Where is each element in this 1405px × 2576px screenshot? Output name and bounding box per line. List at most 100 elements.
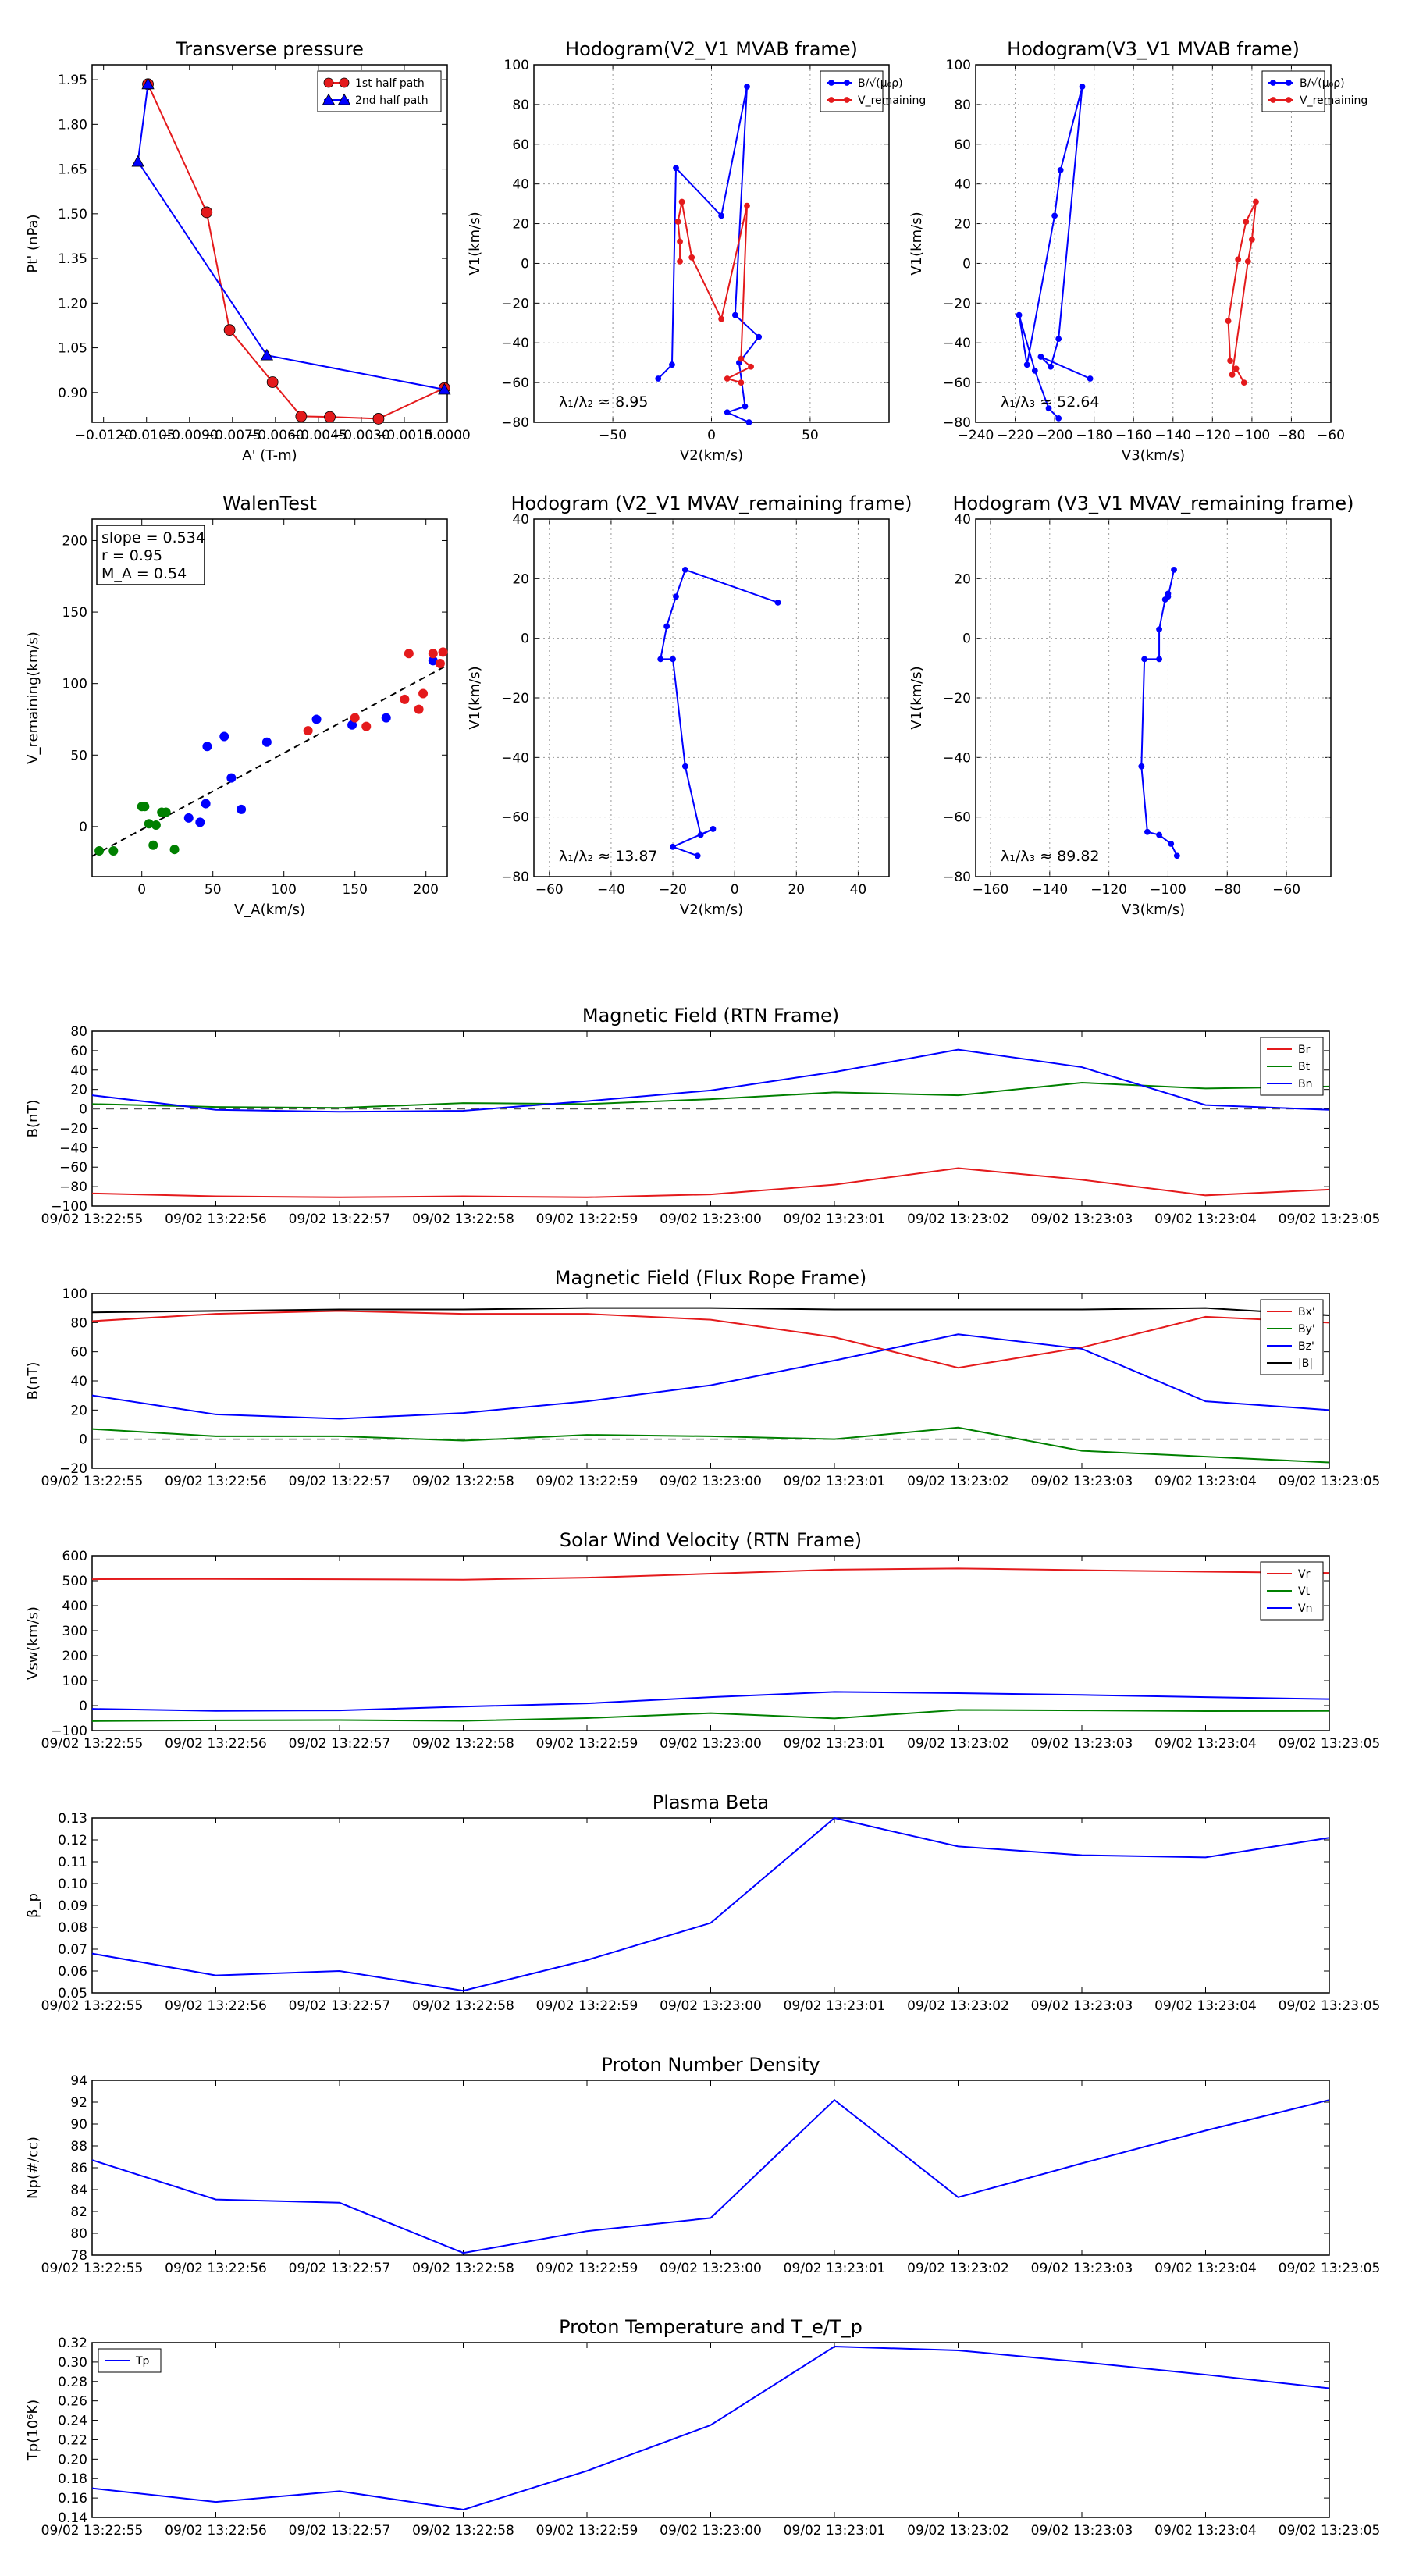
- x-tick-label: −20: [659, 882, 687, 898]
- data-point: [738, 355, 745, 362]
- legend-label: Bz': [1298, 1340, 1314, 1353]
- data-point: [1270, 80, 1276, 86]
- data-point: [1165, 593, 1172, 600]
- scatter-point: [108, 846, 119, 856]
- y-axis-label: Tp(10⁶K): [25, 2400, 41, 2461]
- data-point: [657, 656, 664, 663]
- x-tick-label: 09/02 13:23:05: [1279, 1212, 1381, 1227]
- y-tick-label: −60: [501, 375, 529, 391]
- y-tick-label: 86: [70, 2161, 87, 2176]
- x-axis-label: V3(km/s): [1122, 447, 1185, 464]
- chart-frame: [975, 518, 1332, 877]
- chart-title: Magnetic Field (Flux Rope Frame): [555, 1267, 866, 1289]
- data-point: [323, 77, 334, 88]
- y-tick-label: 60: [512, 137, 529, 153]
- x-tick-label: −60: [1317, 428, 1345, 443]
- x-tick-label: 09/02 13:22:55: [41, 2523, 144, 2539]
- x-tick-label: 09/02 13:23:02: [907, 1998, 1009, 2014]
- y-tick-label: 0.90: [58, 386, 87, 401]
- x-tick-label: 09/02 13:22:57: [289, 2523, 391, 2539]
- stats-box: [96, 525, 205, 585]
- x-tick-label: −160: [973, 882, 1009, 898]
- data-point: [681, 763, 688, 770]
- data-point: [1156, 831, 1162, 838]
- y-tick-label: −80: [59, 1179, 87, 1195]
- y-tick-label: −40: [943, 336, 971, 351]
- y-tick-label: −20: [943, 691, 971, 706]
- series-line: [137, 84, 445, 390]
- y-tick-label: 0.06: [58, 1964, 87, 1980]
- x-tick-label: −100: [1150, 882, 1186, 898]
- y-tick-label: 200: [62, 1649, 87, 1664]
- data-point: [718, 315, 725, 322]
- legend-label: Bt: [1298, 1061, 1311, 1073]
- y-tick-label: −20: [59, 1461, 87, 1477]
- y-tick-label: 0.13: [58, 1811, 87, 1827]
- data-point: [1229, 372, 1236, 378]
- y-tick-label: 0.14: [58, 2510, 87, 2526]
- x-tick-label: 09/02 13:22:55: [41, 2261, 144, 2276]
- y-tick-label: 40: [70, 1063, 87, 1079]
- x-tick-label: −0.0120: [75, 428, 133, 443]
- y-tick-label: 50: [70, 748, 87, 763]
- legend-label: 2nd half path: [355, 94, 429, 107]
- y-tick-label: −80: [943, 415, 971, 431]
- fit-line: [91, 664, 448, 857]
- scatter-point: [347, 720, 357, 730]
- data-point: [670, 843, 676, 850]
- y-tick-label: −60: [501, 810, 529, 826]
- data-point: [1016, 311, 1023, 318]
- x-axis-label: V2(km/s): [680, 902, 743, 918]
- chart-walen-test: WalenTest 0 50 100 150 200 V_remaining(km/s) 0 5…: [25, 493, 448, 918]
- x-tick-label: 09/02 13:22:58: [412, 1212, 514, 1227]
- chart-title: Proton Temperature and T_e/T_p: [559, 2316, 863, 2338]
- x-tick-label: 09/02 13:23:00: [660, 1212, 762, 1227]
- y-tick-label: 0.24: [58, 2414, 87, 2429]
- x-tick-label: −220: [997, 428, 1033, 443]
- data-point: [141, 77, 155, 90]
- chart-tp: Proton Temperature and T_e/T_p 0.14 0.16 0.…: [25, 2316, 1380, 2539]
- x-tick-label: 0: [137, 882, 146, 898]
- eigen-ratio-annotation: λ₁/λ₃ ≈ 89.82: [1001, 848, 1100, 865]
- x-tick-label: 09/02 13:22:59: [536, 2261, 638, 2276]
- x-tick-label: 09/02 13:22:59: [536, 1474, 638, 1489]
- y-tick-label: 40: [954, 512, 971, 528]
- legend: Vr Vt Vn: [1260, 1561, 1324, 1621]
- series-line: [1140, 569, 1178, 856]
- x-tick-label: 09/02 13:23:00: [660, 1736, 762, 1752]
- x-tick-label: 09/02 13:22:59: [536, 2523, 638, 2539]
- series-line: [147, 84, 445, 420]
- y-axis-label: V1(km/s): [909, 212, 925, 275]
- y-axis-label: Pt' (nPa): [25, 214, 41, 272]
- y-tick-label: 400: [62, 1599, 87, 1614]
- legend: B/√(μ₀ρ) V_remaining: [1261, 70, 1368, 112]
- data-point: [745, 419, 752, 425]
- legend: 1st half path 2nd half path: [317, 70, 442, 112]
- scatter-point: [438, 647, 448, 657]
- x-tick-label: 09/02 13:23:02: [907, 1474, 1009, 1489]
- y-tick-label: −40: [501, 750, 529, 766]
- x-tick-label: −50: [599, 428, 627, 443]
- scatter-point: [195, 817, 205, 827]
- y-tick-label: 20: [70, 1083, 87, 1098]
- chart-title: Hodogram(V2_V1 MVAB frame): [565, 38, 858, 60]
- scatter-point: [151, 820, 161, 831]
- data-point: [201, 206, 213, 219]
- y-tick-label: 0.09: [58, 1898, 87, 1914]
- scatter-point: [237, 804, 247, 814]
- chart-title: Hodogram (V3_V1 MVAV_remaining frame): [952, 493, 1353, 514]
- data-point: [1232, 365, 1240, 372]
- y-tick-label: −80: [943, 870, 971, 885]
- legend-label: Vr: [1298, 1568, 1311, 1581]
- data-point: [828, 80, 834, 86]
- scatter-point: [169, 845, 180, 855]
- data-point: [673, 165, 679, 172]
- data-point: [669, 361, 675, 368]
- y-tick-label: 0.12: [58, 1833, 87, 1848]
- y-tick-label: 20: [954, 217, 971, 233]
- x-tick-label: −140: [1031, 882, 1068, 898]
- y-tick-label: 60: [70, 1044, 87, 1059]
- y-tick-label: 0.28: [58, 2375, 87, 2390]
- x-tick-label: −0.0030: [333, 428, 390, 443]
